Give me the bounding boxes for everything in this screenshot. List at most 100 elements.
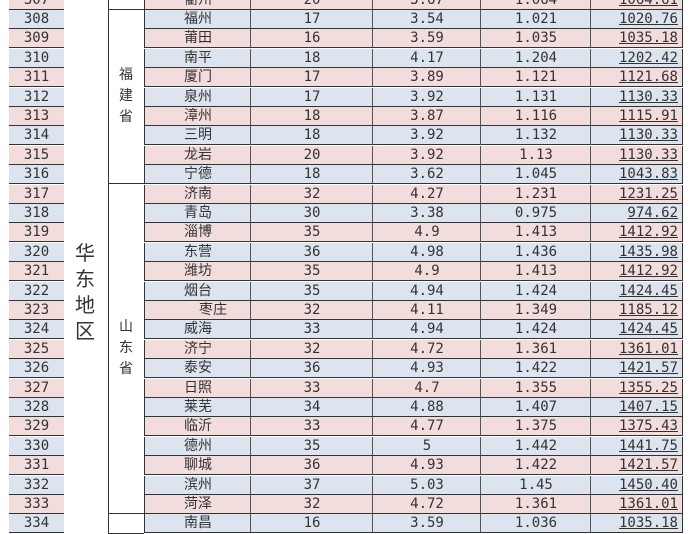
row-index: 314 [9, 126, 65, 146]
table-row: 317 济南 32 4.27 1.231 1231.25 [0, 184, 692, 204]
row-index: 317 [9, 184, 65, 204]
table-row: 329 临沂 33 4.77 1.375 1375.43 [0, 417, 692, 437]
value-2: 3.59 [372, 29, 481, 49]
value-4: 1412.92 [590, 223, 683, 243]
value-2: 3.92 [372, 126, 481, 146]
value-1: 16 [250, 514, 373, 534]
table-row: 330 德州 35 5 1.442 1441.75 [0, 436, 692, 456]
value-4: 1121.68 [590, 68, 683, 88]
row-index: 307 [9, 0, 65, 10]
value-3: 1.13 [480, 145, 591, 165]
table-row: 309 莆田 16 3.59 1.035 1035.18 [0, 29, 692, 49]
city-name: 济宁 [144, 339, 251, 359]
table-row: 331 聊城 36 4.93 1.422 1421.57 [0, 456, 692, 476]
city-name: 德州 [144, 436, 251, 456]
value-3: 1.045 [480, 165, 591, 185]
row-index: 328 [9, 397, 65, 417]
province-label: 福建省 [119, 66, 133, 125]
table-row: 332 滨州 37 5.03 1.45 1450.40 [0, 475, 692, 495]
value-1: 18 [250, 165, 373, 185]
value-2: 3.87 [372, 106, 481, 126]
value-3: 1.442 [480, 436, 591, 456]
table-row: 334 南昌 16 3.59 1.036 1035.18 [0, 514, 692, 534]
value-3: 1.436 [480, 242, 591, 262]
value-2: 5.03 [372, 475, 481, 495]
value-4: 1185.12 [590, 300, 683, 320]
table-row: 311 厦门 17 3.89 1.121 1121.68 [0, 68, 692, 88]
region-column [64, 0, 109, 534]
table-row: 328 莱芜 34 4.88 1.407 1407.15 [0, 397, 692, 417]
row-index: 315 [9, 145, 65, 165]
value-3: 1.131 [480, 87, 591, 107]
table-row: 310 南平 18 4.17 1.204 1202.42 [0, 48, 692, 68]
table-row: 320 东营 36 4.98 1.436 1435.98 [0, 242, 692, 262]
value-2: 4.93 [372, 359, 481, 379]
value-2: 4.72 [372, 339, 481, 359]
value-1: 17 [250, 68, 373, 88]
value-4: 1035.18 [590, 29, 683, 49]
value-2: 5 [372, 436, 481, 456]
value-4: 1450.40 [590, 475, 683, 495]
value-1: 35 [250, 281, 373, 301]
value-4: 1375.43 [590, 417, 683, 437]
value-4: 1424.45 [590, 320, 683, 340]
value-4: 1421.57 [590, 359, 683, 379]
row-index: 318 [9, 203, 65, 223]
table-row: 308 福州 17 3.54 1.021 1020.76 [0, 9, 692, 29]
city-name: 青岛 [144, 203, 251, 223]
row-index: 313 [9, 106, 65, 126]
value-4: 1035.18 [590, 514, 683, 534]
row-index: 332 [9, 475, 65, 495]
row-index: 333 [9, 494, 65, 514]
value-3: 1.424 [480, 320, 591, 340]
value-2: 3.67 [372, 0, 481, 10]
row-index: 325 [9, 339, 65, 359]
value-4: 1407.15 [590, 397, 683, 417]
value-3: 1.204 [480, 48, 591, 68]
value-4: 1043.83 [590, 165, 683, 185]
row-index: 311 [9, 68, 65, 88]
city-name: 莱芜 [144, 397, 251, 417]
value-4: 1361.01 [590, 339, 683, 359]
value-4: 1020.76 [590, 9, 683, 29]
value-4: 1064.61 [590, 0, 683, 10]
value-4: 1441.75 [590, 436, 683, 456]
value-4: 1355.25 [590, 378, 683, 398]
value-4: 1435.98 [590, 242, 683, 262]
value-1: 20 [250, 0, 373, 10]
city-name: 东营 [144, 242, 251, 262]
province-cell [109, 9, 144, 185]
city-name: 滨州 [144, 475, 251, 495]
value-1: 20 [250, 145, 373, 165]
value-1: 36 [250, 359, 373, 379]
city-name: 威海 [144, 320, 251, 340]
value-2: 3.54 [372, 9, 481, 29]
value-4: 1421.57 [590, 456, 683, 476]
value-1: 32 [250, 339, 373, 359]
value-3: 1.407 [480, 397, 591, 417]
value-2: 3.89 [372, 68, 481, 88]
value-4: 1231.25 [590, 184, 683, 204]
row-index: 312 [9, 87, 65, 107]
city-name: 泉州 [144, 87, 251, 107]
city-name: 漳州 [144, 106, 251, 126]
value-1: 17 [250, 87, 373, 107]
value-3: 1.361 [480, 494, 591, 514]
row-index: 324 [9, 320, 65, 340]
value-2: 3.38 [372, 203, 481, 223]
value-2: 4.77 [372, 417, 481, 437]
value-4: 1130.33 [590, 87, 683, 107]
city-name: 日照 [144, 378, 251, 398]
table-row: 313 漳州 18 3.87 1.116 1115.91 [0, 106, 692, 126]
value-1: 33 [250, 320, 373, 340]
value-2: 4.98 [372, 242, 481, 262]
value-1: 35 [250, 223, 373, 243]
value-2: 4.17 [372, 48, 481, 68]
value-2: 4.94 [372, 281, 481, 301]
row-index: 331 [9, 456, 65, 476]
city-name: 南平 [144, 48, 251, 68]
table-row: 321 潍坊 35 4.9 1.413 1412.92 [0, 262, 692, 282]
value-1: 34 [250, 397, 373, 417]
city-name: 泰安 [144, 359, 251, 379]
value-4: 1361.01 [590, 494, 683, 514]
